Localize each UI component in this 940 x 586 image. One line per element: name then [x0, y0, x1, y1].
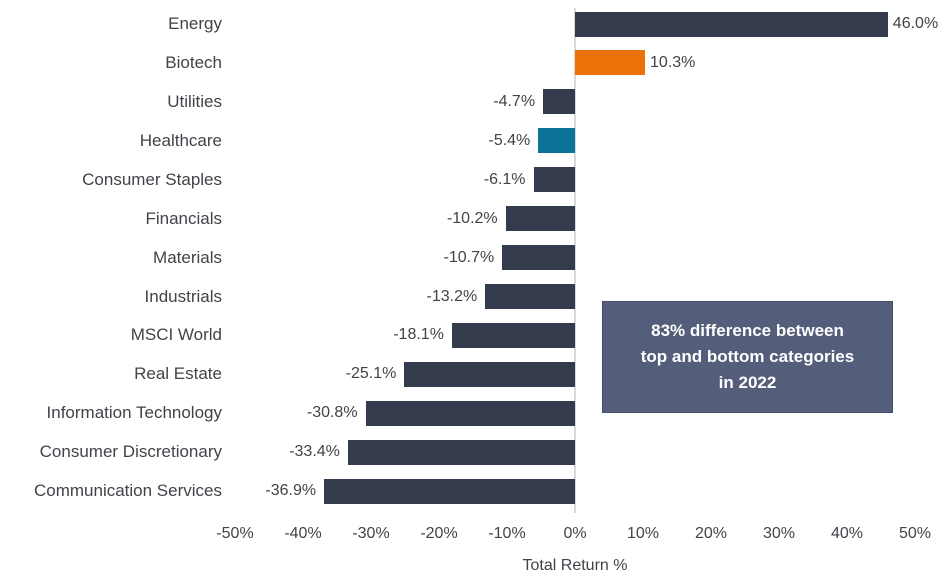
x-tick-label: -10%	[488, 525, 526, 542]
value-label: -36.9%	[265, 482, 317, 500]
value-label: -10.2%	[446, 209, 498, 227]
bar	[575, 50, 646, 76]
bar	[538, 128, 575, 154]
bar	[502, 245, 575, 271]
bar	[533, 167, 575, 193]
category-label: Consumer Discretionary	[39, 442, 222, 462]
category-label: Utilities	[167, 91, 222, 111]
zero-axis-line	[574, 8, 576, 513]
bar	[347, 439, 575, 465]
value-label: -25.1%	[345, 365, 397, 383]
x-tick-label: 0%	[563, 525, 587, 542]
value-label: 10.3%	[650, 53, 696, 71]
category-label: Materials	[153, 247, 222, 267]
value-label: 46.0%	[892, 15, 939, 32]
x-tick-label: -50%	[216, 525, 254, 542]
x-tick-label: 30%	[762, 525, 796, 542]
category-label: Biotech	[165, 52, 222, 72]
bar	[324, 478, 575, 504]
value-label: -6.1%	[483, 170, 526, 188]
bar	[365, 400, 575, 426]
category-label: MSCI World	[130, 325, 222, 345]
bar	[575, 11, 888, 37]
category-label: Healthcare	[139, 130, 222, 150]
bar	[451, 322, 575, 348]
annotation-box: 83% difference between top and bottom ca…	[602, 301, 893, 413]
category-label: Consumer Staples	[82, 169, 222, 189]
x-tick-label: 10%	[626, 525, 660, 542]
bar	[404, 361, 575, 387]
value-label: -33.4%	[289, 443, 340, 461]
x-axis-title: Total Return %	[522, 557, 628, 574]
category-label: Communication Services	[33, 481, 222, 501]
value-label: -30.8%	[306, 404, 358, 422]
value-label: -4.7%	[493, 92, 536, 110]
category-label: Information Technology	[46, 403, 222, 423]
value-label: -13.2%	[426, 287, 478, 305]
bar	[543, 89, 575, 115]
category-label: Real Estate	[134, 364, 222, 384]
x-tick-label: -20%	[420, 525, 458, 542]
x-tick-label: -40%	[284, 525, 322, 542]
bar	[485, 284, 575, 309]
category-label: Energy	[168, 14, 222, 33]
x-tick-label: -30%	[352, 525, 390, 542]
x-tick-label: 40%	[830, 525, 864, 542]
category-label: Financials	[145, 208, 222, 228]
x-tick-label: 50%	[898, 525, 932, 542]
value-label: -5.4%	[488, 131, 531, 149]
x-tick-label: 20%	[694, 525, 728, 542]
value-label: -18.1%	[393, 326, 444, 344]
category-label: Industrials	[144, 286, 222, 306]
bar	[505, 206, 575, 232]
value-label: -10.7%	[443, 248, 495, 266]
